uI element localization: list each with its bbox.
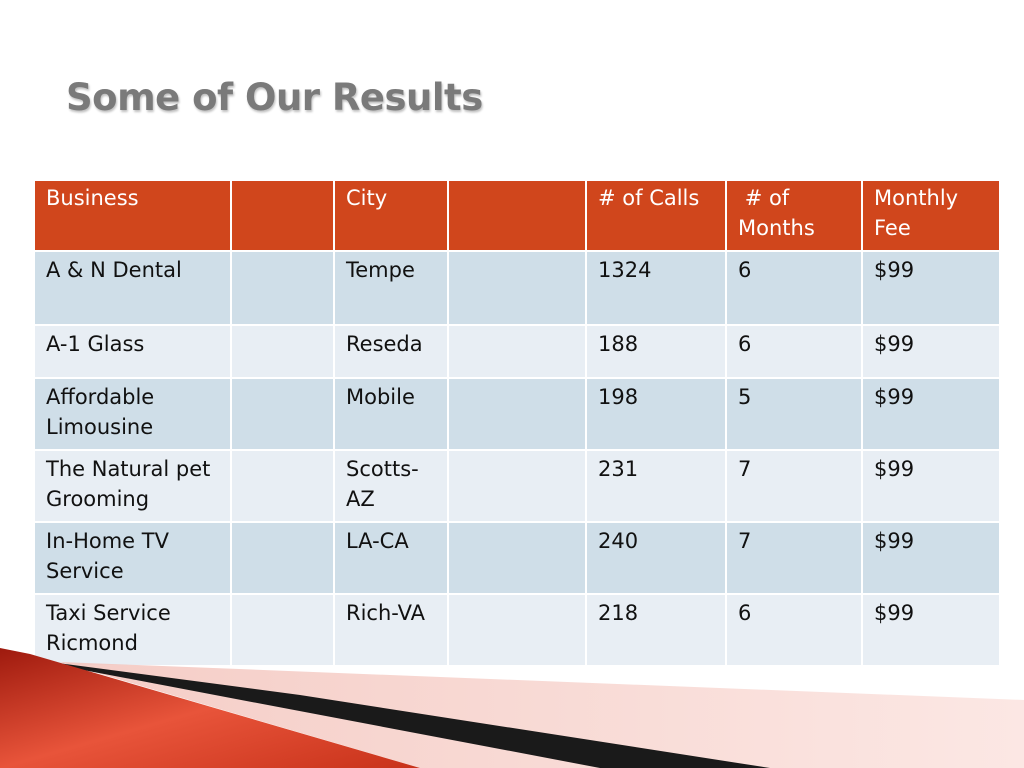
decorative-swoosh: [0, 648, 1024, 768]
cell-calls: 1324: [585, 250, 727, 326]
cell-business: A & N Dental: [33, 250, 232, 326]
cell-months: 6: [725, 250, 863, 326]
cell-business: The Natural pet Grooming: [33, 449, 232, 523]
black-stripe: [20, 658, 770, 768]
cell-blank: [230, 449, 335, 523]
header-months: # of Months: [725, 179, 863, 252]
cell-business: In-Home TV Service: [33, 521, 232, 595]
cell-city: Scotts-AZ: [333, 449, 449, 523]
table-row: Taxi Service Ricmond Rich-VA 218 6 $99: [33, 593, 1001, 667]
cell-blank: [230, 250, 335, 326]
cell-city: LA-CA: [333, 521, 449, 595]
cell-business: Taxi Service Ricmond: [33, 593, 232, 667]
cell-fee: $99: [861, 449, 1001, 523]
cell-business: Affordable Limousine: [33, 377, 232, 451]
cell-fee: $99: [861, 521, 1001, 595]
cell-fee: $99: [861, 593, 1001, 667]
cell-blank: [447, 593, 587, 667]
cell-calls: 218: [585, 593, 727, 667]
pink-stripe: [60, 662, 1024, 768]
header-blank-1: [230, 179, 335, 252]
cell-blank: [447, 250, 587, 326]
cell-blank: [230, 593, 335, 667]
cell-city: Reseda: [333, 324, 449, 379]
cell-fee: $99: [861, 377, 1001, 451]
cell-months: 6: [725, 593, 863, 667]
cell-blank: [447, 377, 587, 451]
table-row: A-1 Glass Reseda 188 6 $99: [33, 324, 1001, 379]
cell-blank: [447, 324, 587, 379]
cell-blank: [230, 324, 335, 379]
cell-months: 7: [725, 449, 863, 523]
cell-blank: [447, 521, 587, 595]
table-row: The Natural pet Grooming Scotts-AZ 231 7…: [33, 449, 1001, 523]
cell-months: 6: [725, 324, 863, 379]
cell-calls: 231: [585, 449, 727, 523]
table-header-row: Business City # of Calls # of Months Mon…: [33, 179, 1001, 252]
cell-city: Mobile: [333, 377, 449, 451]
cell-blank: [230, 377, 335, 451]
header-city: City: [333, 179, 449, 252]
cell-months: 5: [725, 377, 863, 451]
results-table: Business City # of Calls # of Months Mon…: [33, 179, 1001, 667]
header-monthly-fee: Monthly Fee: [861, 179, 1001, 252]
cell-calls: 188: [585, 324, 727, 379]
cell-city: Tempe: [333, 250, 449, 326]
red-shape: [0, 648, 420, 768]
cell-months: 7: [725, 521, 863, 595]
cell-fee: $99: [861, 250, 1001, 326]
cell-calls: 240: [585, 521, 727, 595]
cell-blank: [230, 521, 335, 595]
cell-blank: [447, 449, 587, 523]
table-row: A & N Dental Tempe 1324 6 $99: [33, 250, 1001, 326]
cell-city: Rich-VA: [333, 593, 449, 667]
cell-business: A-1 Glass: [33, 324, 232, 379]
cell-fee: $99: [861, 324, 1001, 379]
header-calls: # of Calls: [585, 179, 727, 252]
cell-calls: 198: [585, 377, 727, 451]
slide-title: Some of Our Results: [66, 76, 483, 119]
header-blank-2: [447, 179, 587, 252]
table-row: In-Home TV Service LA-CA 240 7 $99: [33, 521, 1001, 595]
header-business: Business: [33, 179, 232, 252]
table-row: Affordable Limousine Mobile 198 5 $99: [33, 377, 1001, 451]
